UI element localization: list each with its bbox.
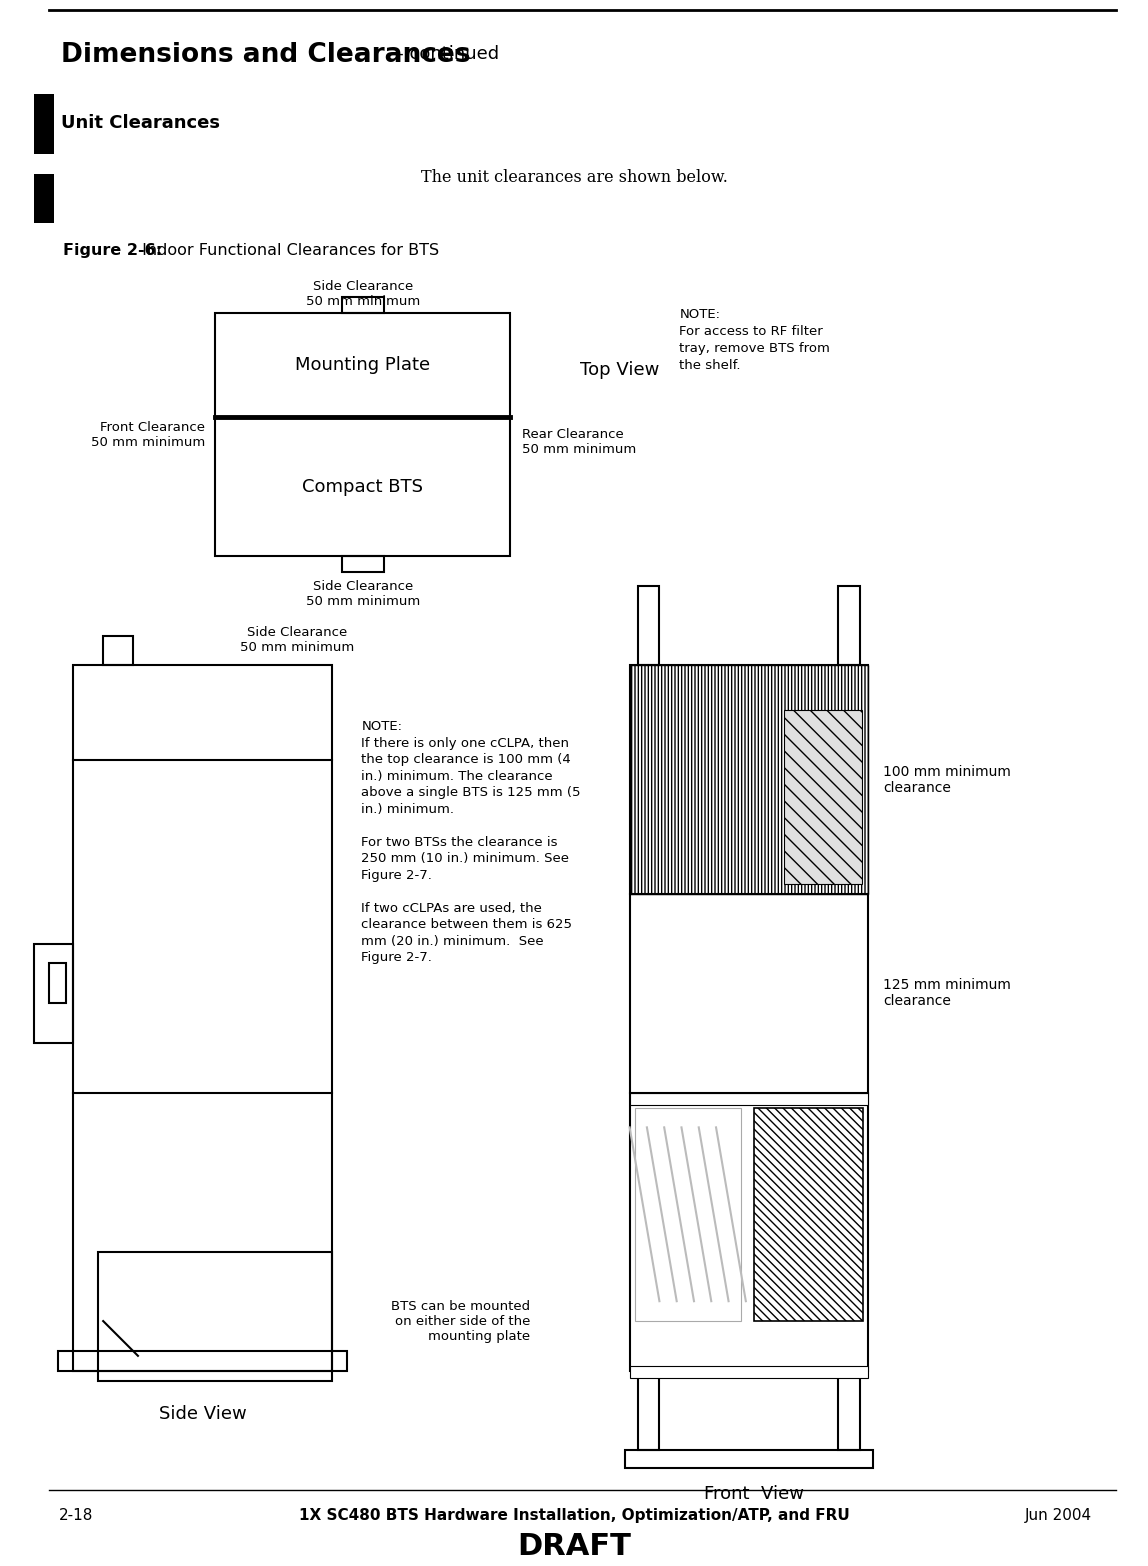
Text: NOTE:
If there is only one cCLPA, then
the top clearance is 100 mm (4
in.) minim: NOTE: If there is only one cCLPA, then t… xyxy=(362,720,581,965)
Text: 125 mm minimum
clearance: 125 mm minimum clearance xyxy=(883,979,1010,1009)
Text: Side Clearance
50 mm minimum: Side Clearance 50 mm minimum xyxy=(240,625,354,653)
Bar xyxy=(216,313,511,556)
Bar xyxy=(103,636,133,666)
Bar xyxy=(637,586,659,666)
Text: – continued: – continued xyxy=(389,45,499,63)
Text: Rear Clearance
50 mm minimum: Rear Clearance 50 mm minimum xyxy=(522,428,637,456)
Bar xyxy=(629,666,868,894)
Bar xyxy=(838,1370,860,1450)
Text: Compact BTS: Compact BTS xyxy=(302,478,424,496)
Bar xyxy=(342,298,383,313)
Text: Indoor Functional Clearances for BTS: Indoor Functional Clearances for BTS xyxy=(137,243,439,258)
Text: 2-18: 2-18 xyxy=(59,1508,93,1522)
Text: Figure 2-6:: Figure 2-6: xyxy=(63,243,163,258)
Bar xyxy=(342,556,383,572)
Text: BTS can be mounted
on either side of the
mounting plate: BTS can be mounted on either side of the… xyxy=(391,1300,530,1342)
Bar xyxy=(48,963,67,1004)
Bar xyxy=(629,1366,868,1378)
Bar xyxy=(59,1351,347,1370)
Bar xyxy=(33,94,54,153)
Text: 2: 2 xyxy=(37,185,51,204)
Bar xyxy=(838,586,860,666)
Text: Front Clearance
50 mm minimum: Front Clearance 50 mm minimum xyxy=(91,421,205,448)
Text: NOTE:
For access to RF filter
tray, remove BTS from
the shelf.: NOTE: For access to RF filter tray, remo… xyxy=(680,309,830,371)
Bar xyxy=(635,1107,740,1322)
Bar xyxy=(33,174,54,224)
Text: 100 mm minimum
clearance: 100 mm minimum clearance xyxy=(883,764,1010,796)
Bar xyxy=(99,1251,332,1381)
Bar xyxy=(784,711,862,885)
Bar xyxy=(637,1370,659,1450)
Text: Dimensions and Clearances: Dimensions and Clearances xyxy=(62,42,471,67)
Text: Top View: Top View xyxy=(580,362,659,379)
Text: Mounting Plate: Mounting Plate xyxy=(295,355,430,374)
Text: 1X SC480 BTS Hardware Installation, Optimization/ATP, and FRU: 1X SC480 BTS Hardware Installation, Opti… xyxy=(298,1508,850,1522)
Bar xyxy=(33,944,73,1043)
Text: Side Clearance
50 mm minimum: Side Clearance 50 mm minimum xyxy=(305,579,420,608)
Bar xyxy=(73,666,332,1370)
Text: Front  View: Front View xyxy=(704,1485,804,1503)
Text: The unit clearances are shown below.: The unit clearances are shown below. xyxy=(420,169,728,186)
Text: DRAFT: DRAFT xyxy=(517,1532,631,1561)
Bar xyxy=(754,1107,863,1322)
Text: Side View: Side View xyxy=(158,1406,247,1423)
Bar xyxy=(629,666,868,1370)
Text: Unit Clearances: Unit Clearances xyxy=(62,114,220,132)
Bar xyxy=(625,1450,872,1467)
Text: Side Clearance
50 mm minimum: Side Clearance 50 mm minimum xyxy=(305,280,420,309)
Text: Jun 2004: Jun 2004 xyxy=(1024,1508,1092,1522)
Bar xyxy=(629,1093,868,1104)
